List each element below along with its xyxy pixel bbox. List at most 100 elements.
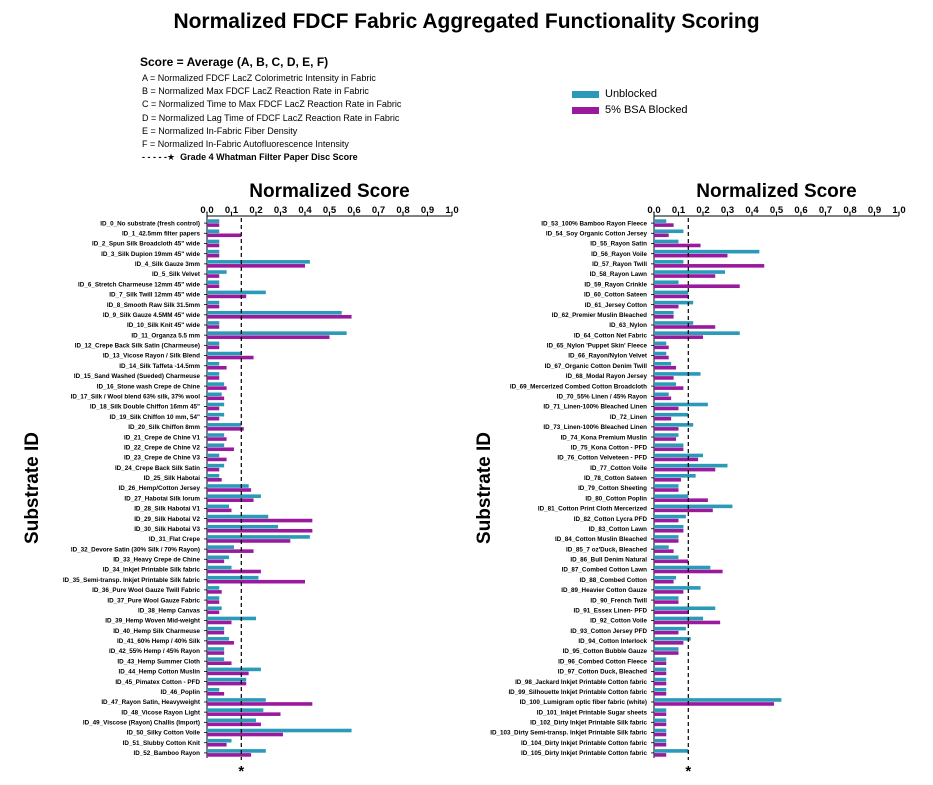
category-label: ID_59_Rayon Crinkle xyxy=(584,281,647,288)
x-tick-label: 0.3 xyxy=(274,205,287,216)
category-label: ID_70_55% Linen / 45% Rayon xyxy=(557,394,647,401)
bar-unblocked xyxy=(654,545,669,549)
bar-unblocked xyxy=(207,463,225,468)
bar-unblocked xyxy=(654,708,667,712)
reference-star: * xyxy=(238,763,244,780)
score-definitions: A = Normalized FDCF LacZ Colorimetric In… xyxy=(142,72,401,164)
bar-unblocked xyxy=(207,524,279,529)
x-tick-label: 0.9 xyxy=(868,205,881,216)
bar-bsa-blocked xyxy=(207,253,220,258)
bar-bsa-blocked xyxy=(654,620,721,625)
category-label: ID_82_Cotton Lycra PFD xyxy=(574,516,648,523)
category-label: ID_90_French Twill xyxy=(590,597,647,604)
bar-unblocked xyxy=(654,351,667,356)
bar-bsa-blocked xyxy=(654,467,716,472)
bar-unblocked xyxy=(207,219,220,223)
bar-unblocked xyxy=(654,310,674,315)
bar-bsa-blocked xyxy=(207,641,234,645)
y-axis-title: Substrate ID xyxy=(22,432,43,544)
bar-unblocked xyxy=(207,504,230,509)
category-label: ID_4_Silk Gauze 3mm xyxy=(135,261,201,268)
legend-label-unblocked: Unblocked xyxy=(605,88,657,100)
bar-unblocked xyxy=(654,524,684,529)
category-label: ID_98_Jackard Inkjet Printable Cotton fa… xyxy=(515,679,647,686)
bar-bsa-blocked xyxy=(207,386,227,390)
bar-unblocked xyxy=(207,443,225,448)
category-label: ID_49_Viscose (Rayon) Challis (Import) xyxy=(83,720,200,727)
bar-unblocked xyxy=(207,402,225,407)
bar-bsa-blocked xyxy=(654,641,684,645)
bar-bsa-blocked xyxy=(207,630,225,635)
bar-bsa-blocked xyxy=(654,427,679,431)
x-tick-label: 0.3 xyxy=(721,205,734,216)
reference-line-marker: - - - - -★ xyxy=(142,152,176,163)
bar-unblocked xyxy=(207,545,234,549)
category-label: ID_29_Silk Habotai V2 xyxy=(134,516,200,523)
category-label: ID_84_Cotton Muslin Bleached xyxy=(555,536,647,543)
bar-bsa-blocked xyxy=(654,478,681,482)
category-label: ID_28_Silk Habotai V1 xyxy=(134,506,200,513)
x-tick-label: 0.5 xyxy=(323,205,337,216)
bar-bsa-blocked xyxy=(207,590,222,594)
bar-unblocked xyxy=(207,738,232,743)
category-label: ID_11_Organza 5.5 mm xyxy=(131,332,200,339)
category-label: ID_7_Silk Twill 12mm 45" wide xyxy=(109,292,200,299)
x-tick-label: 0.4 xyxy=(745,205,759,216)
bar-bsa-blocked xyxy=(654,671,667,676)
bar-unblocked xyxy=(654,494,689,498)
bar-unblocked xyxy=(654,443,684,448)
legend-swatch-bsa-blocked xyxy=(572,106,599,114)
bar-bsa-blocked xyxy=(654,579,674,584)
category-label: ID_61_Jersey Cotton xyxy=(585,302,647,309)
bar-bsa-blocked xyxy=(207,518,313,523)
bar-unblocked xyxy=(654,728,667,733)
bar-unblocked xyxy=(654,637,691,641)
bar-bsa-blocked xyxy=(207,569,261,574)
category-label: ID_39_Hemp Woven Mid-weight xyxy=(105,618,201,625)
bar-bsa-blocked xyxy=(654,488,679,492)
bar-bsa-blocked xyxy=(207,702,313,706)
bar-unblocked xyxy=(207,229,220,234)
category-label: ID_62_Premier Muslin Bleached xyxy=(552,312,647,319)
bar-unblocked xyxy=(207,290,266,295)
bar-bsa-blocked xyxy=(207,620,232,625)
bar-bsa-blocked xyxy=(207,539,291,543)
category-label: ID_91_Essex Linen- PFD xyxy=(574,607,648,614)
bar-unblocked xyxy=(207,677,247,682)
category-label: ID_55_Rayon Satin xyxy=(590,241,647,248)
bar-bsa-blocked xyxy=(654,559,689,564)
bar-bsa-blocked xyxy=(654,528,684,533)
definition-f: F = Normalized In-Fabric Autofluorescenc… xyxy=(142,139,349,150)
category-label: ID_20_Silk Chiffon 8mm xyxy=(128,424,200,431)
bar-bsa-blocked xyxy=(654,314,674,319)
bar-unblocked xyxy=(654,687,667,692)
bar-unblocked xyxy=(207,351,242,356)
category-label: ID_78_Cotton Sateen xyxy=(584,475,647,482)
chart-title: Normalized FDCF Fabric Aggregated Functi… xyxy=(173,10,760,33)
category-label: ID_31_Flat Crepe xyxy=(149,536,201,543)
bar-bsa-blocked xyxy=(207,579,305,584)
bar-unblocked xyxy=(654,575,677,580)
category-label: ID_79_Cotton Sheeting xyxy=(578,485,647,492)
bar-unblocked xyxy=(207,310,342,315)
score-formula: Score = Average (A, B, C, D, E, F) xyxy=(140,55,329,69)
bar-unblocked xyxy=(654,738,667,743)
bar-unblocked xyxy=(654,219,667,223)
bar-bsa-blocked xyxy=(654,702,775,706)
bar-bsa-blocked xyxy=(207,335,330,339)
category-label: ID_10_Silk Knit 45" wide xyxy=(127,322,200,329)
bar-bsa-blocked xyxy=(654,732,667,737)
bar-bsa-blocked xyxy=(207,559,225,564)
bar-bsa-blocked xyxy=(654,651,679,655)
x-axis-title: Normalized Score xyxy=(696,181,857,202)
category-label: ID_25_Silk Habotai xyxy=(144,475,201,482)
bar-unblocked xyxy=(654,616,703,621)
bar-unblocked xyxy=(207,453,220,458)
category-label: ID_58_Rayon Lawn xyxy=(590,271,648,278)
definition-e: E = Normalized In-Fabric Fiber Density xyxy=(142,125,298,136)
bar-unblocked xyxy=(654,382,677,386)
bar-unblocked xyxy=(207,260,310,264)
x-tick-label: 0.6 xyxy=(347,205,360,216)
bar-bsa-blocked xyxy=(207,498,254,502)
category-label: ID_89_Heavier Cotton Gauze xyxy=(561,587,647,594)
